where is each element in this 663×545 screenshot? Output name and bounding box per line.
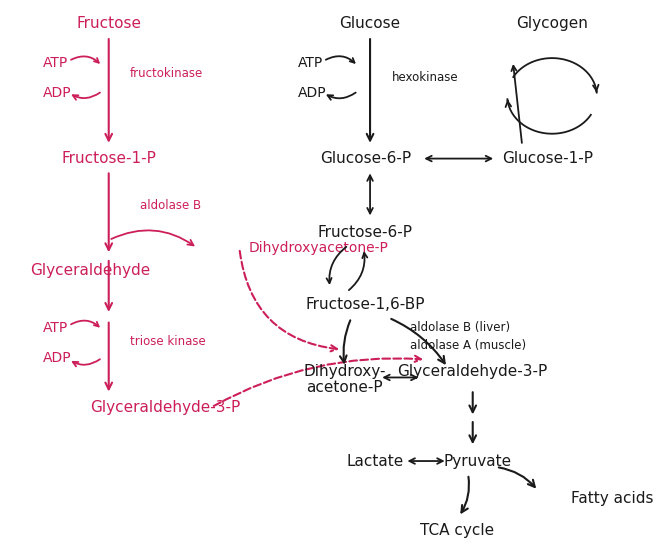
- Text: aldolase B: aldolase B: [139, 199, 201, 212]
- Text: Glyceraldehyde: Glyceraldehyde: [30, 263, 151, 277]
- Text: Fructose-6-P: Fructose-6-P: [318, 225, 413, 240]
- Text: Fructose-1,6-BP: Fructose-1,6-BP: [306, 298, 425, 312]
- Text: ADP: ADP: [43, 86, 72, 100]
- Text: ADP: ADP: [43, 350, 72, 365]
- Text: Pyruvate: Pyruvate: [444, 453, 511, 469]
- Text: triose kinase: triose kinase: [130, 335, 206, 348]
- Text: Glyceraldehyde-3-P: Glyceraldehyde-3-P: [398, 364, 548, 379]
- Text: Glycogen: Glycogen: [516, 16, 588, 31]
- Text: ATP: ATP: [43, 320, 69, 335]
- Text: fructokinase: fructokinase: [130, 66, 204, 80]
- Text: ATP: ATP: [298, 56, 324, 70]
- Text: Fructose: Fructose: [76, 16, 141, 31]
- Text: acetone-P: acetone-P: [306, 380, 383, 395]
- Text: Glucose-6-P: Glucose-6-P: [320, 151, 411, 166]
- Text: ATP: ATP: [43, 56, 69, 70]
- Text: Dihydroxyacetone-P: Dihydroxyacetone-P: [249, 241, 389, 255]
- Text: Glyceraldehyde-3-P: Glyceraldehyde-3-P: [90, 400, 240, 415]
- Text: Dihydroxy-: Dihydroxy-: [304, 364, 386, 379]
- Text: aldolase B (liver): aldolase B (liver): [410, 321, 511, 334]
- Text: TCA cycle: TCA cycle: [420, 523, 494, 538]
- Text: Fatty acids: Fatty acids: [571, 492, 653, 506]
- Text: hexokinase: hexokinase: [392, 71, 458, 84]
- Text: Fructose-1-P: Fructose-1-P: [61, 151, 156, 166]
- Text: aldolase A (muscle): aldolase A (muscle): [410, 339, 526, 352]
- Text: ADP: ADP: [298, 86, 327, 100]
- Text: Glucose: Glucose: [339, 16, 400, 31]
- Text: Glucose-1-P: Glucose-1-P: [502, 151, 593, 166]
- Text: Lactate: Lactate: [346, 453, 403, 469]
